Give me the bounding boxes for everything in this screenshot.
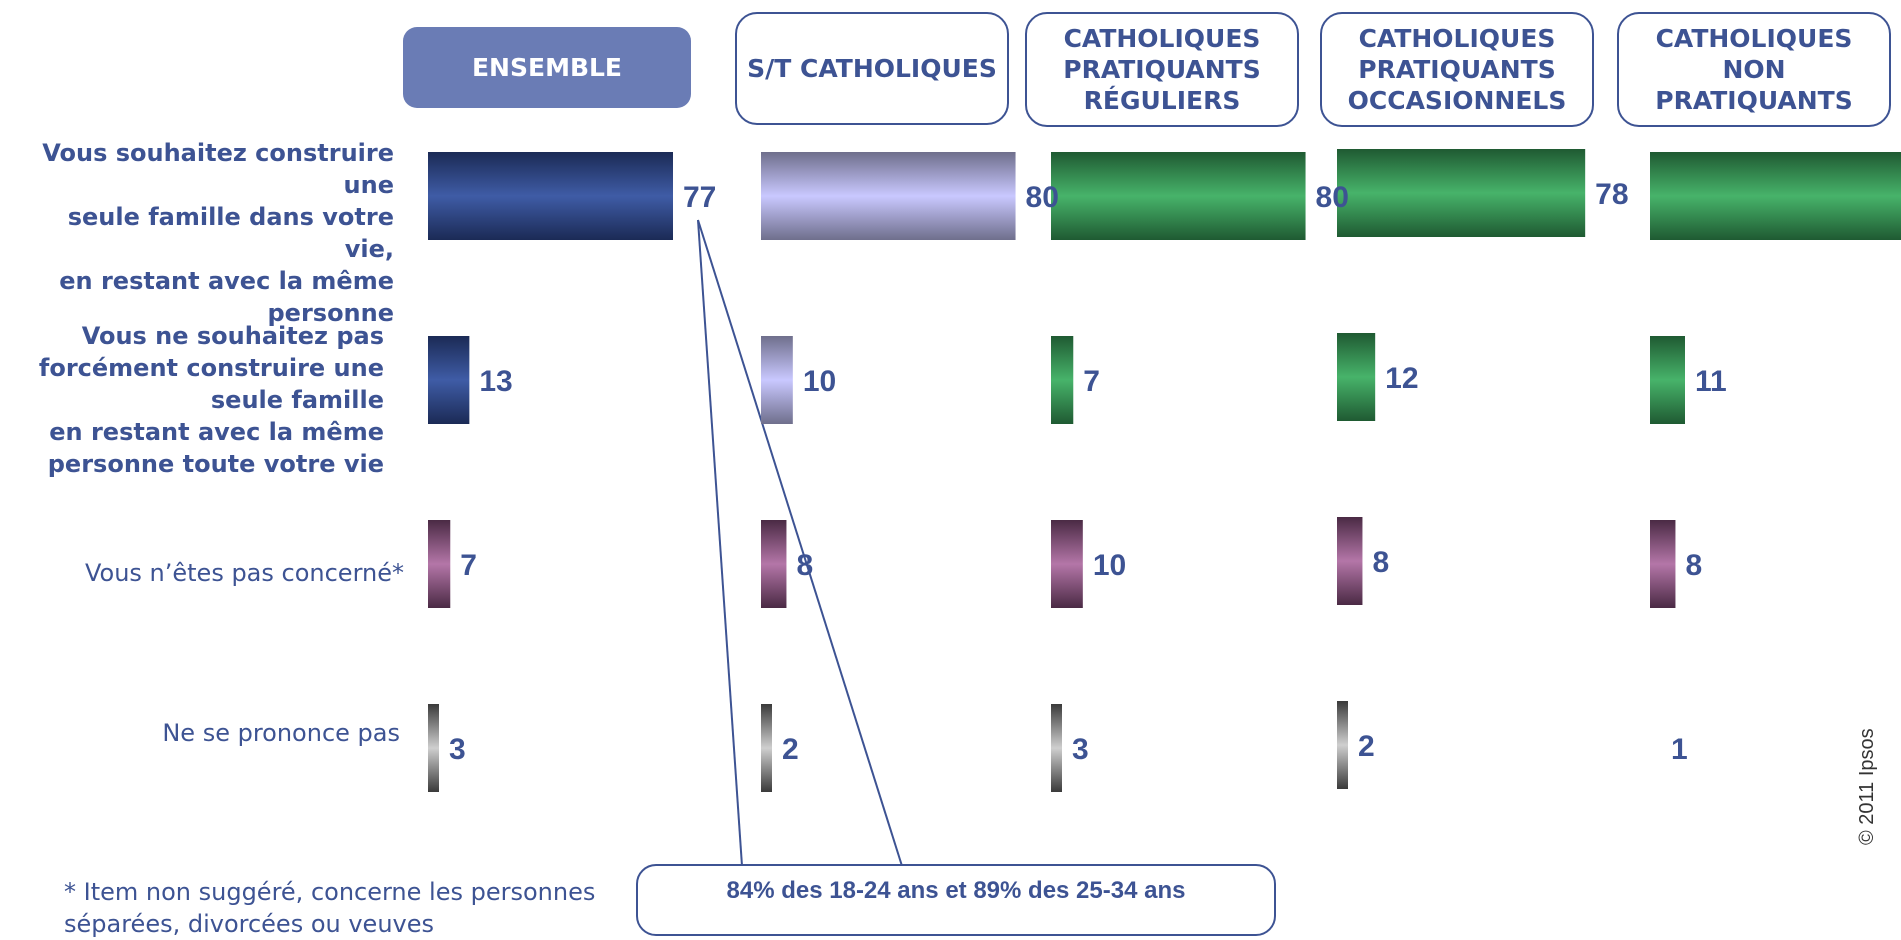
column-header: S/T CATHOLIQUES (735, 12, 1009, 125)
bar (761, 336, 793, 424)
bar (1337, 701, 1348, 789)
callout-box: 84% des 18-24 ans et 89% des 25-34 ans (636, 864, 1276, 936)
callout-line (697, 219, 903, 867)
row-label-line: en restant avec la même (49, 418, 384, 446)
row-label: Vous souhaitez construire une seule famil… (14, 137, 394, 329)
bar (761, 704, 772, 792)
value-label: 12 (1385, 362, 1418, 395)
row-label-line: Ne se prononce pas (162, 719, 400, 747)
row-label-line: en restant avec la même (59, 267, 394, 295)
copyright-text: © 2011 Ipsos (1856, 728, 1878, 845)
callout-line (697, 219, 743, 867)
bar (1650, 152, 1901, 240)
bars-layer (428, 149, 1901, 792)
bar (1337, 517, 1363, 605)
row-label-line: seule famille (210, 386, 384, 414)
value-label: 11 (1695, 365, 1727, 398)
bar (1051, 704, 1062, 792)
bar (1051, 336, 1074, 424)
value-label: 8 (1372, 546, 1389, 579)
column-header: CATHOLIQUES PRATIQUANTS OCCASIONNELS (1320, 12, 1594, 127)
bar (761, 520, 787, 608)
value-label: 7 (460, 549, 477, 582)
row-label-line: personne (267, 299, 394, 327)
column-header: ENSEMBLE (403, 27, 691, 108)
bar (1650, 520, 1676, 608)
bar (428, 336, 470, 424)
grouped-bar-chart: 778080788013107121178108832321 (428, 149, 1901, 867)
row-label-line: forcément construire une (38, 354, 384, 382)
bar (428, 152, 673, 240)
column-header: CATHOLIQUES NON PRATIQUANTS (1617, 12, 1891, 127)
value-label: 8 (796, 549, 813, 582)
value-label: 8 (1685, 549, 1702, 582)
value-label: 1 (1671, 733, 1688, 766)
callout-pointer (697, 219, 903, 867)
row-label: Vous ne souhaitez pas forcément construir… (4, 320, 384, 480)
value-label: 78 (1595, 178, 1628, 211)
row-label: Vous n’êtes pas concerné* (24, 557, 404, 589)
value-label: 80 (1026, 181, 1059, 214)
value-label: 10 (1093, 549, 1126, 582)
row-label-line: Vous ne souhaitez pas (81, 322, 384, 350)
bar (1650, 336, 1685, 424)
value-label: 77 (683, 181, 716, 214)
bar (428, 704, 439, 792)
value-label: 2 (1358, 730, 1375, 763)
row-label-line: Vous n’êtes pas concerné* (84, 559, 404, 587)
row-label: Ne se prononce pas (20, 717, 400, 749)
row-label-line: Vous souhaitez construire une (42, 139, 394, 199)
value-label: 2 (782, 733, 799, 766)
bar (1051, 152, 1306, 240)
value-label: 13 (479, 365, 512, 398)
value-label: 3 (1072, 733, 1089, 766)
bar (428, 520, 451, 608)
footnote: * Item non suggéré, concerne les personn… (64, 878, 596, 938)
column-header: CATHOLIQUES PRATIQUANTS RÉGULIERS (1025, 12, 1299, 127)
value-label: 80 (1316, 181, 1349, 214)
row-label-line: seule famille dans votre vie, (67, 203, 394, 263)
bar (1051, 520, 1083, 608)
value-label: 3 (449, 733, 466, 766)
value-label: 7 (1083, 365, 1100, 398)
bar (1337, 333, 1376, 421)
bar (761, 152, 1016, 240)
row-label-line: personne toute votre vie (47, 450, 384, 478)
value-labels-layer: 778080788013107121178108832321 (449, 178, 1727, 766)
bar (1337, 149, 1586, 237)
value-label: 10 (803, 365, 836, 398)
